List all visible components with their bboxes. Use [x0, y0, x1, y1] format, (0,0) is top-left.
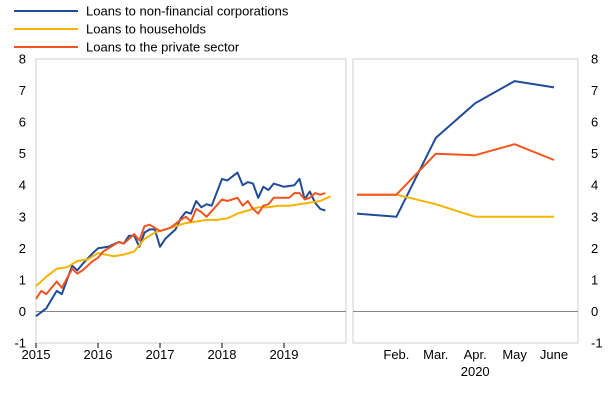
left-x-axis: 2015 2016 2017 2018 2019 [22, 343, 299, 362]
left-y-axis: -1 0 1 2 3 4 5 6 7 8 [14, 52, 26, 351]
y-tick-label: 4 [19, 178, 26, 193]
left-panel-series [35, 171, 331, 317]
y-tick-label: 4 [591, 178, 598, 193]
right-x-axis: Feb. Mar. Apr. 2020 May June [383, 347, 568, 379]
y-tick-label: 8 [591, 52, 598, 67]
x-tick-label: 2019 [270, 347, 299, 362]
series-line-loans-to-the-private-sector [357, 143, 555, 196]
x-tick-year-label: 2020 [461, 364, 490, 379]
right-panel-frame [352, 58, 579, 344]
y-tick-label: 5 [19, 146, 26, 161]
y-tick-label: 8 [19, 52, 26, 67]
x-tick-label: Apr. [464, 347, 487, 362]
right-panel-series [356, 80, 555, 218]
y-tick-label: 7 [591, 83, 598, 98]
y-tick-label: 3 [591, 209, 598, 224]
panel-frames [35, 58, 579, 344]
legend-label: Loans to non-financial corporations [86, 4, 289, 19]
y-tick-label: 0 [591, 304, 598, 319]
y-tick-label: 1 [591, 272, 598, 287]
y-tick-label: 7 [19, 83, 26, 98]
series-line-loans-to-households [357, 193, 554, 218]
x-tick-label: May [502, 347, 527, 362]
x-tick-label: 2018 [208, 347, 237, 362]
x-tick-label: Feb. [383, 347, 409, 362]
x-tick-label: 2015 [22, 347, 51, 362]
series-line-loans-to-non-financial-corporations [35, 171, 326, 317]
x-tick-label: 2017 [146, 347, 175, 362]
right-y-axis: -1 0 1 2 3 4 5 6 7 8 [591, 52, 603, 351]
y-tick-label: 6 [591, 115, 598, 130]
y-tick-label: 2 [591, 241, 598, 256]
left-panel-frame [35, 58, 347, 344]
y-tick-label: 3 [19, 209, 26, 224]
y-tick-label: -1 [591, 336, 603, 351]
legend-label: Loans to the private sector [86, 40, 240, 55]
legend-label: Loans to households [86, 22, 206, 37]
series-line-loans-to-non-financial-corporations [356, 80, 555, 218]
y-tick-label: -1 [14, 336, 26, 351]
y-tick-label: 2 [19, 241, 26, 256]
y-tick-label: 0 [19, 304, 26, 319]
series-line-loans-to-the-private-sector [35, 192, 326, 300]
y-tick-label: 6 [19, 115, 26, 130]
y-tick-label: 1 [19, 272, 26, 287]
x-tick-label: 2016 [84, 347, 113, 362]
x-tick-label: Mar. [423, 347, 448, 362]
chart-legend: Loans to non-financial corporations Loans… [14, 4, 289, 55]
x-tick-label: June [540, 347, 568, 362]
y-tick-label: 5 [591, 146, 598, 161]
series-line-loans-to-households [35, 195, 331, 287]
